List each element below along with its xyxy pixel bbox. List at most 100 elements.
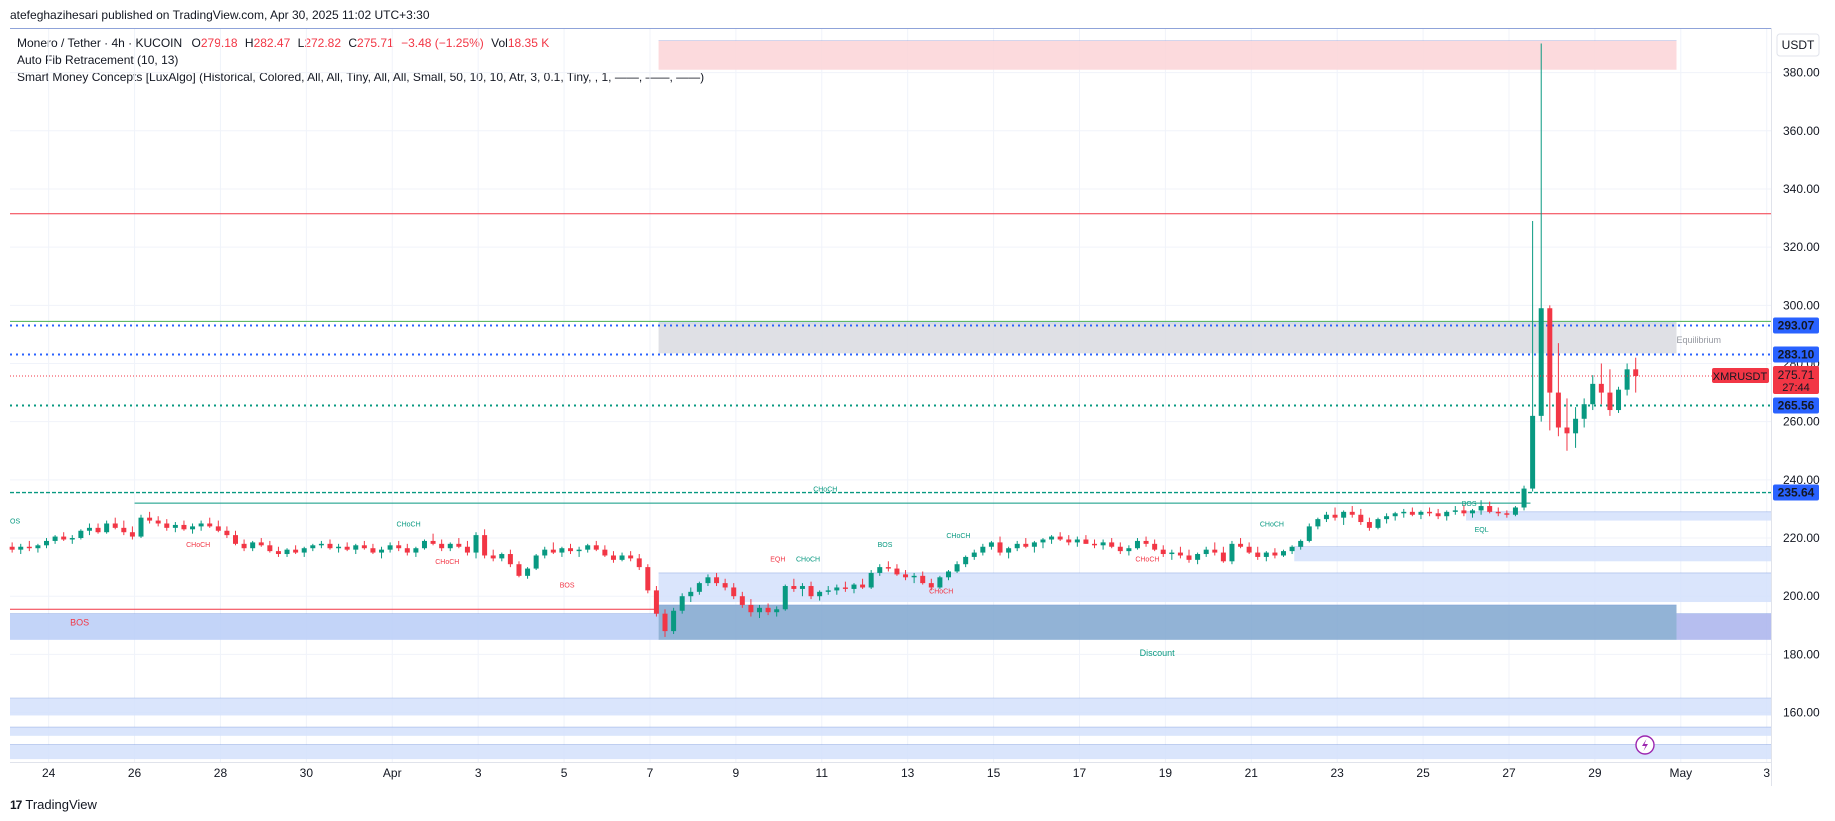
candle-body[interactable] (464, 546, 470, 553)
candle-body[interactable] (293, 549, 299, 553)
candle-body[interactable] (748, 604, 754, 613)
candle[interactable] (636, 554, 642, 571)
price-axis[interactable]: 160.00180.00200.00220.00240.00260.00280.… (1783, 66, 1820, 720)
candle-body[interactable] (1323, 514, 1329, 520)
candle[interactable] (69, 535, 75, 544)
candle-body[interactable] (1409, 511, 1415, 515)
candle-body[interactable] (834, 587, 840, 591)
candle-body[interactable] (78, 530, 84, 539)
candle[interactable] (593, 540, 599, 552)
candle-body[interactable] (988, 542, 994, 547)
candle[interactable] (756, 604, 762, 619)
candle[interactable] (190, 523, 196, 534)
candle-body[interactable] (1255, 552, 1261, 557)
candle[interactable] (1100, 539, 1106, 550)
candle[interactable] (525, 567, 531, 579)
candle[interactable] (267, 540, 273, 553)
candle[interactable] (1633, 357, 1639, 393)
candle[interactable] (1341, 510, 1347, 525)
candle[interactable] (1203, 546, 1209, 557)
candle-body[interactable] (95, 527, 101, 533)
candle[interactable] (774, 606, 780, 617)
candle-body[interactable] (1581, 404, 1587, 419)
candle[interactable] (542, 546, 548, 559)
candle[interactable] (971, 549, 977, 560)
candle[interactable] (1315, 517, 1321, 530)
candle[interactable] (1049, 535, 1055, 544)
candle-body[interactable] (542, 549, 548, 556)
candle[interactable] (791, 578, 797, 592)
candle-body[interactable] (1366, 522, 1372, 528)
candle[interactable] (851, 583, 857, 594)
candle-body[interactable] (1598, 383, 1604, 393)
candle[interactable] (18, 543, 24, 555)
candle[interactable] (920, 571, 926, 585)
candle-body[interactable] (1049, 536, 1055, 540)
candle-body[interactable] (1315, 519, 1321, 527)
candle[interactable] (1495, 507, 1501, 517)
candle[interactable] (318, 540, 324, 549)
candle-body[interactable] (1298, 540, 1304, 547)
candle-body[interactable] (18, 546, 24, 550)
candle-body[interactable] (1418, 511, 1424, 515)
candle[interactable] (516, 561, 522, 578)
candle-body[interactable] (619, 555, 625, 560)
candle[interactable] (748, 599, 754, 617)
candle[interactable] (310, 543, 316, 552)
candle-body[interactable] (671, 610, 677, 632)
candle-body[interactable] (576, 549, 582, 552)
candle[interactable] (1444, 510, 1450, 521)
candle-body[interactable] (559, 548, 565, 553)
candle-body[interactable] (516, 564, 522, 576)
candle[interactable] (585, 543, 591, 553)
candle[interactable] (988, 540, 994, 550)
candle-body[interactable] (1031, 542, 1037, 547)
candle[interactable] (1220, 546, 1226, 563)
candle[interactable] (1229, 540, 1235, 565)
candle-body[interactable] (903, 574, 909, 578)
candle[interactable] (121, 520, 127, 536)
candle[interactable] (1573, 407, 1579, 448)
candle-body[interactable] (1504, 513, 1510, 515)
time-axis[interactable]: 24 26 28 30 Apr 3 5 7 9 11 13 15 17 19 21 23 25 27 29 May 3 (42, 766, 1770, 780)
candle-body[interactable] (1375, 519, 1381, 528)
candle-body[interactable] (336, 546, 342, 549)
candle-body[interactable] (714, 577, 720, 584)
candle[interactable] (705, 574, 711, 587)
candle-body[interactable] (181, 524, 187, 530)
candle[interactable] (1487, 501, 1493, 514)
candle-body[interactable] (207, 523, 213, 527)
candle[interactable] (533, 554, 539, 571)
candle-body[interactable] (636, 558, 642, 568)
candle-body[interactable] (250, 542, 256, 549)
candle[interactable] (1272, 548, 1278, 559)
candle-body[interactable] (404, 548, 410, 553)
candle-body[interactable] (275, 551, 281, 555)
candle[interactable] (1555, 343, 1561, 437)
candle[interactable] (825, 586, 831, 595)
candle[interactable] (1409, 507, 1415, 517)
candle-body[interactable] (370, 548, 376, 553)
candle[interactable] (421, 539, 427, 550)
candle-body[interactable] (490, 555, 496, 559)
candle-body[interactable] (1281, 551, 1287, 556)
candle-body[interactable] (241, 543, 247, 549)
candle-body[interactable] (808, 586, 814, 597)
candle-body[interactable] (1203, 549, 1209, 555)
candle[interactable] (1581, 398, 1587, 428)
candle-body[interactable] (877, 567, 883, 573)
candle[interactable] (1031, 540, 1037, 553)
candle-body[interactable] (499, 554, 505, 559)
candle-body[interactable] (353, 545, 359, 550)
candle-body[interactable] (662, 613, 668, 632)
candle-body[interactable] (1109, 542, 1115, 547)
candle-body[interactable] (593, 545, 599, 550)
candle[interactable] (1384, 513, 1390, 524)
indicator-fib-legend[interactable]: Auto Fib Retracement (10, 13) (17, 53, 179, 67)
candle[interactable] (1323, 511, 1329, 523)
candle-body[interactable] (215, 526, 221, 531)
candle[interactable] (138, 514, 144, 539)
candle[interactable] (1246, 542, 1252, 555)
candle[interactable] (164, 519, 170, 531)
candle[interactable] (645, 564, 651, 594)
